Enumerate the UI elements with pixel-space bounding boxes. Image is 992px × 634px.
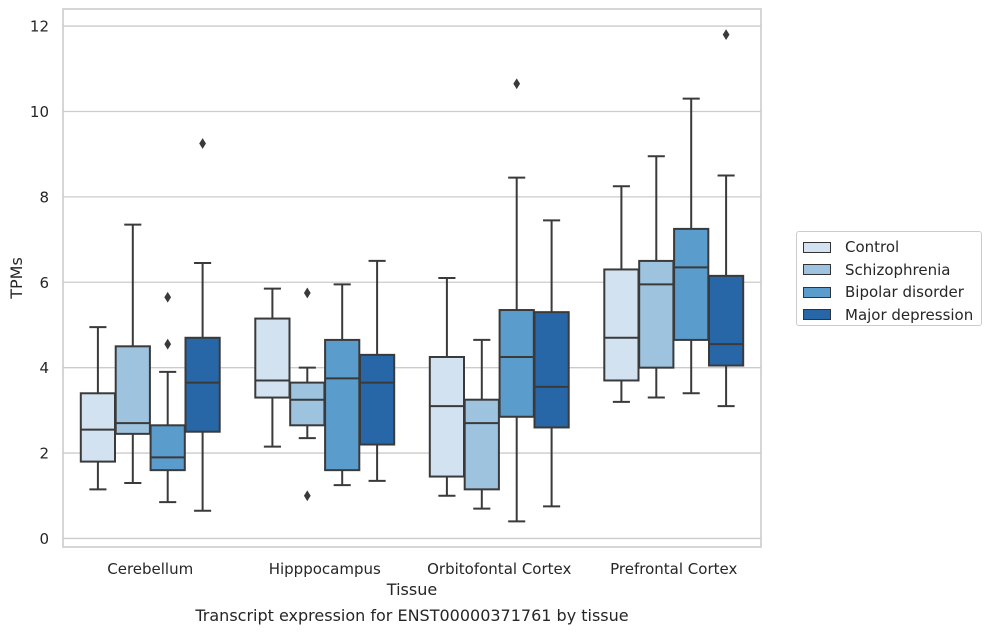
box-schizophrenia-1: [289, 287, 326, 502]
outlier-point: [199, 138, 206, 149]
outlier-point: [513, 78, 521, 90]
legend-label: Control: [845, 238, 900, 257]
legend-item: Schizophrenia: [803, 259, 981, 282]
outlier-point: [164, 338, 172, 350]
y-tick-label: 0: [39, 530, 49, 548]
plot-area: [79, 29, 745, 523]
legend-label: Major depression: [845, 305, 974, 324]
box-bipolar-disorder-1: [324, 283, 361, 487]
box-iqr: [707, 274, 745, 367]
box-bipolar-disorder-2: [498, 78, 535, 523]
y-tick-label: 6: [39, 274, 49, 292]
box-iqr: [673, 227, 710, 341]
outlier-point: [303, 287, 311, 299]
box-iqr: [498, 309, 535, 418]
legend: Control Schizophrenia Bipolar disorder Majo…: [796, 231, 982, 326]
box-iqr: [289, 381, 326, 427]
legend-swatch: [803, 309, 831, 321]
box-iqr: [184, 336, 221, 433]
box-iqr: [79, 392, 117, 463]
box-control-3: [603, 185, 640, 403]
box-schizophrenia-2: [463, 338, 500, 510]
box-control-1: [254, 287, 291, 448]
y-axis-ticks: 0 2 4 6 8 10 12: [30, 18, 49, 548]
box-iqr: [114, 345, 151, 435]
chart-caption: Transcript expression for ENST0000037176…: [195, 606, 629, 625]
box-control-2: [428, 277, 466, 497]
box-iqr: [638, 259, 675, 369]
legend-item: Bipolar disorder: [803, 281, 981, 304]
box-major-depression-2: [533, 219, 570, 508]
legend-item: Control: [803, 236, 981, 259]
box-iqr: [533, 311, 570, 429]
box-major-depression-3: [707, 29, 745, 408]
legend-swatch: [803, 264, 831, 276]
box-schizophrenia-3: [638, 155, 675, 399]
box-schizophrenia-0: [114, 223, 151, 484]
box-bipolar-disorder-3: [673, 97, 710, 395]
y-tick-label: 12: [30, 18, 49, 36]
legend-label: Schizophrenia: [845, 260, 951, 279]
box-iqr: [149, 424, 186, 472]
outlier-point: [722, 29, 730, 41]
outlier-point: [303, 490, 311, 502]
box-iqr: [358, 353, 396, 446]
plot-frame: [62, 8, 762, 548]
box-iqr: [463, 398, 500, 491]
box-major-depression-0: [184, 138, 221, 512]
y-tick-label: 10: [30, 103, 49, 121]
box-major-depression-1: [358, 259, 396, 482]
legend-swatch: [803, 241, 831, 253]
box-iqr: [254, 317, 291, 399]
box-control-0: [79, 326, 117, 491]
x-tick-label: Orbitofontal Cortex: [427, 560, 571, 578]
x-tick-label: Hipppocampus: [269, 560, 381, 578]
y-tick-label: 2: [39, 445, 49, 463]
legend-item: Major depression: [803, 304, 981, 327]
y-tick-label: 8: [39, 188, 49, 206]
x-tick-label: Cerebellum: [107, 560, 193, 578]
box-iqr: [324, 338, 361, 472]
outlier-point: [164, 291, 172, 303]
box-iqr: [428, 355, 466, 478]
legend-label: Bipolar disorder: [845, 283, 964, 302]
x-axis-label: Tissue: [386, 580, 437, 599]
y-axis-label: TPMs: [7, 257, 26, 300]
box-bipolar-disorder-0: [149, 291, 186, 504]
legend-swatch: [803, 286, 831, 298]
x-axis-ticks: Cerebellum Hipppocampus Orbitofontal Corte…: [107, 560, 737, 578]
y-tick-label: 4: [39, 359, 49, 377]
x-tick-label: Prefrontal Cortex: [610, 560, 737, 578]
box-iqr: [603, 268, 640, 382]
